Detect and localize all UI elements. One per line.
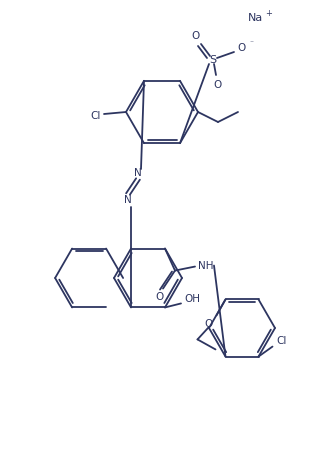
Text: S: S [210, 55, 217, 65]
Text: NH: NH [198, 260, 214, 270]
Text: N: N [134, 168, 142, 178]
Text: OH: OH [184, 294, 200, 304]
Text: O: O [155, 292, 163, 302]
Text: O: O [204, 319, 213, 329]
Text: N: N [124, 195, 132, 205]
Text: Cl: Cl [91, 111, 101, 121]
Text: Na: Na [248, 13, 263, 23]
Text: +: + [265, 10, 272, 19]
Text: O: O [213, 80, 221, 90]
Text: O: O [192, 31, 200, 41]
Text: O: O [238, 43, 246, 53]
Text: Cl: Cl [276, 336, 287, 346]
Text: ⁻: ⁻ [249, 39, 253, 48]
